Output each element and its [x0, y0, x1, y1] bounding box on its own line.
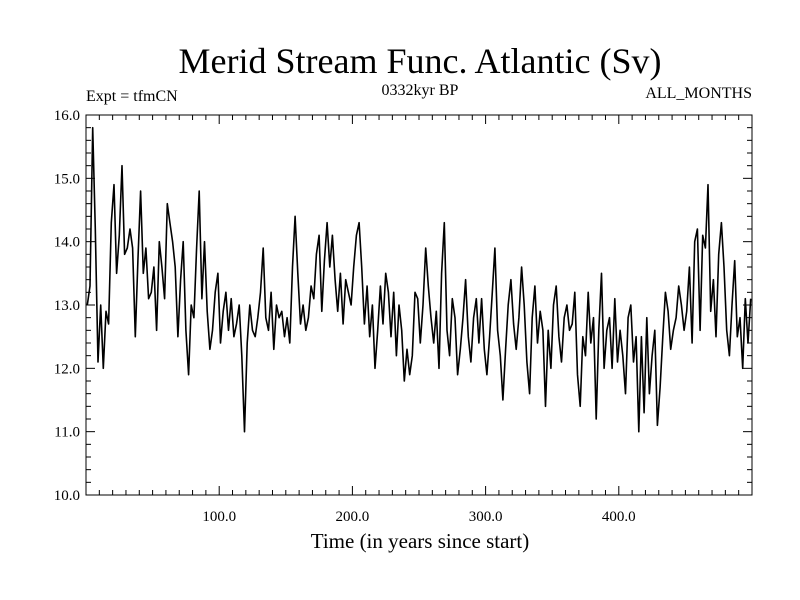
x-tick-label: 100.0: [202, 509, 236, 525]
y-tick-label: 14.0: [54, 235, 80, 251]
y-tick-label: 10.0: [54, 488, 80, 504]
axis-tick-labels: 100.0 200.0 300.0 400.0 10.0 11.0 12.0 13.0 14.0…: [54, 108, 636, 525]
series-line: [86, 126, 752, 433]
y-tick-label: 11.0: [54, 425, 80, 441]
chart-title: Merid Stream Func. Atlantic (Sv): [179, 41, 662, 81]
x-tick-label: 300.0: [469, 509, 503, 525]
x-tick-label: 200.0: [336, 509, 370, 525]
x-tick-label: 400.0: [602, 509, 636, 525]
y-tick-label: 15.0: [54, 171, 80, 187]
y-tick-label: 16.0: [54, 108, 80, 124]
experiment-label: Expt = tfmCN: [86, 88, 178, 105]
y-tick-label: 12.0: [54, 361, 80, 377]
x-axis-label: Time (in years since start): [311, 529, 530, 553]
period-label: 0332kyr BP: [382, 82, 459, 99]
y-tick-label: 13.0: [54, 298, 80, 314]
months-label: ALL_MONTHS: [645, 85, 752, 102]
